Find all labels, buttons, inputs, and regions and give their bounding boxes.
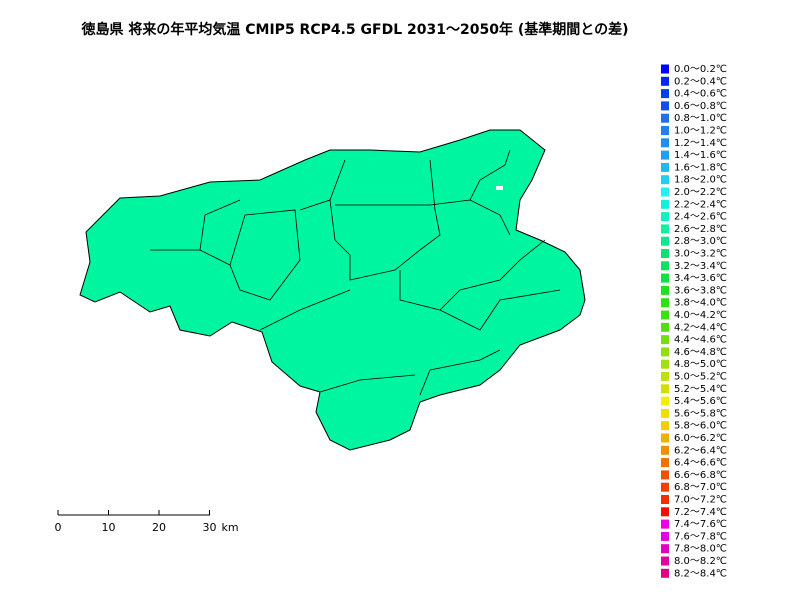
legend-swatch: [661, 175, 669, 185]
legend-label: 3.2～3.4℃: [674, 261, 727, 272]
legend-swatch: [661, 519, 669, 529]
legend-swatch: [661, 101, 669, 111]
legend-label: 0.8～1.0℃: [674, 113, 727, 124]
legend-swatch: [661, 408, 669, 418]
legend-swatch: [661, 138, 669, 148]
legend-label: 7.4～7.6℃: [674, 519, 727, 530]
legend-swatch: [661, 433, 669, 443]
legend-label: 4.8～5.0℃: [674, 359, 727, 370]
legend-swatch: [661, 359, 669, 369]
legend-swatch: [661, 273, 669, 283]
legend-label: 5.6～5.8℃: [674, 408, 727, 419]
legend-swatch: [661, 396, 669, 406]
scale-tick-label: 0: [55, 521, 62, 534]
legend-label: 0.0～0.2℃: [674, 64, 727, 75]
scale-tick-label: 20: [152, 521, 166, 534]
legend-label: 6.2～6.4℃: [674, 445, 727, 456]
prefecture-area: [79, 129, 586, 451]
legend-swatch: [661, 421, 669, 431]
legend-label: 1.8～2.0℃: [674, 175, 727, 186]
legend-swatch: [661, 495, 669, 504]
legend-label: 7.2～7.4℃: [674, 507, 727, 518]
municipal-borders: [150, 149, 561, 396]
legend-label: 5.8～6.0℃: [674, 421, 727, 432]
legend-label: 4.2～4.4℃: [674, 322, 727, 333]
legend-label: 6.0～6.2℃: [674, 433, 727, 444]
legend-swatch: [661, 482, 669, 492]
legend-label: 2.2～2.4℃: [674, 199, 727, 210]
legend-swatch: [661, 470, 669, 480]
legend-label: 5.2～5.4℃: [674, 384, 727, 395]
legend-label: 8.0～8.2℃: [674, 556, 727, 567]
legend-label: 7.8～8.0℃: [674, 544, 727, 555]
legend-label: 4.6～4.8℃: [674, 347, 727, 358]
legend-label: 2.8～3.0℃: [674, 236, 727, 247]
legend-label: 3.4～3.6℃: [674, 273, 727, 284]
legend-label: 0.2～0.4℃: [674, 76, 727, 87]
legend-swatch: [661, 335, 669, 345]
map-title: 徳島県 将来の年平均気温 CMIP5 RCP4.5 GFDL 2031～2050…: [81, 21, 629, 38]
legend-label: 2.0～2.2℃: [674, 187, 727, 198]
legend-label: 4.4～4.6℃: [674, 335, 727, 346]
legend-swatch: [661, 249, 669, 258]
legend-label: 2.6～2.8℃: [674, 224, 727, 235]
legend-label: 3.0～3.2℃: [674, 249, 727, 260]
legend-label: 1.4～1.6℃: [674, 150, 727, 161]
legend: 0.0～0.2℃0.2～0.4℃ 0.4～0.6℃0.6～0.8℃0.8～1.0℃…: [661, 64, 727, 579]
legend-swatch: [661, 199, 669, 209]
legend-label: 3.6～3.8℃: [674, 285, 727, 296]
legend-swatch: [661, 187, 669, 197]
legend-swatch: [661, 64, 669, 74]
legend-swatch: [661, 445, 669, 455]
legend-swatch: [661, 285, 669, 295]
legend-label: 6.6～6.8℃: [674, 470, 727, 481]
legend-swatch: [661, 212, 669, 222]
legend-swatch: [661, 126, 669, 135]
legend-swatch: [661, 507, 669, 517]
legend-label: 7.6～7.8℃: [674, 531, 727, 542]
lake: [496, 186, 503, 190]
legend-swatch: [661, 310, 669, 320]
legend-swatch: [661, 236, 669, 246]
legend-swatch: [661, 458, 669, 468]
legend-label: 4.0～4.2℃: [674, 310, 727, 321]
legend-swatch: [661, 556, 669, 566]
legend-swatch: [661, 150, 669, 160]
legend-swatch: [661, 347, 669, 357]
legend-label: 5.0～5.2℃: [674, 372, 727, 383]
legend-label: 1.0～1.2℃: [674, 126, 727, 137]
scale-tick-label: 10: [102, 521, 116, 534]
prefecture-map: [79, 129, 586, 451]
legend-label: 6.8～7.0℃: [674, 482, 727, 493]
legend-swatch: [661, 162, 669, 172]
legend-swatch: [661, 372, 669, 381]
legend-label: 0.4～0.6℃: [674, 89, 727, 100]
legend-label: 8.2～8.4℃: [674, 568, 727, 579]
legend-swatch: [661, 224, 669, 234]
legend-swatch: [661, 544, 669, 554]
scale-bar: 0 10 20 30 km: [55, 510, 239, 534]
legend-label: 0.6～0.8℃: [674, 101, 727, 112]
legend-label: 2.4～2.6℃: [674, 212, 727, 223]
legend-label: 1.2～1.4℃: [674, 138, 727, 149]
legend-swatch: [661, 531, 669, 541]
legend-swatch: [661, 261, 669, 271]
legend-swatch: [661, 113, 669, 123]
legend-label: 1.6～1.8℃: [674, 162, 727, 173]
scale-tick-label: 30: [203, 521, 217, 534]
legend-swatch: [661, 322, 669, 332]
legend-swatch: [661, 76, 669, 86]
legend-label: 5.4～5.6℃: [674, 396, 727, 407]
legend-swatch: [661, 568, 669, 578]
scale-unit: km: [222, 521, 239, 534]
legend-label: 7.0～7.2℃: [674, 495, 727, 506]
legend-label: 3.8～4.0℃: [674, 298, 727, 309]
legend-label: 6.4～6.6℃: [674, 458, 727, 469]
legend-swatch: [661, 89, 669, 99]
legend-swatch: [661, 384, 669, 394]
legend-swatch: [661, 298, 669, 308]
